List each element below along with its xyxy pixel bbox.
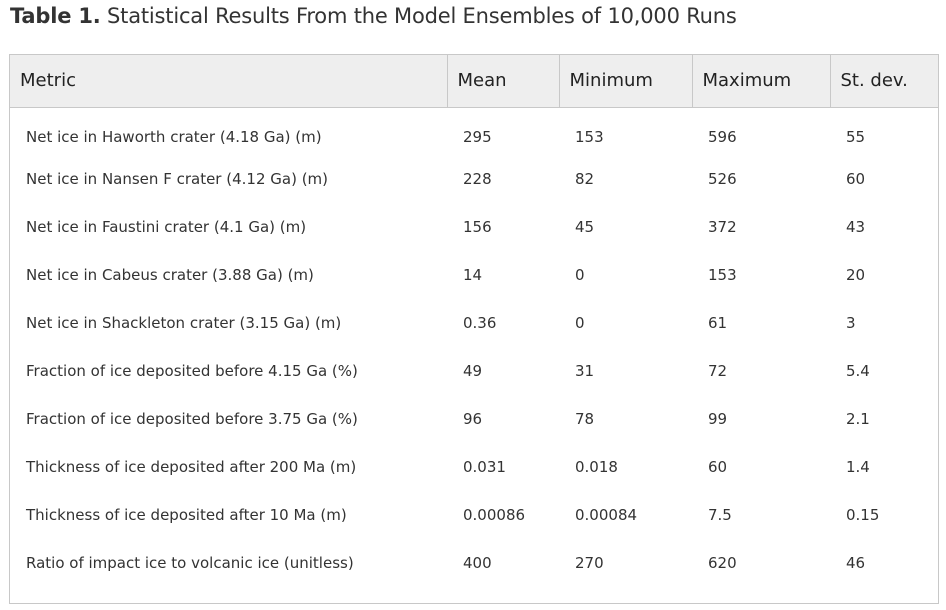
- results-table: Metric Mean Minimum Maximum St. dev. Net…: [10, 55, 938, 587]
- cell-st-dev: 43: [846, 218, 866, 236]
- cell-metric: Net ice in Shackleton crater (3.15 Ga) (…: [26, 314, 342, 332]
- cell-mean: 49: [463, 362, 483, 380]
- cell-maximum: 7.5: [708, 506, 732, 524]
- table-caption-label: Table 1.: [10, 4, 101, 28]
- cell-minimum: 0.018: [575, 458, 618, 476]
- cell-metric: Net ice in Faustini crater (4.1 Ga) (m): [26, 218, 307, 236]
- cell-metric: Net ice in Haworth crater (4.18 Ga) (m): [26, 128, 322, 147]
- cell-metric: Net ice in Cabeus crater (3.88 Ga) (m): [26, 266, 314, 284]
- cell-mean: 228: [463, 170, 492, 188]
- cell-metric: Thickness of ice deposited after 10 Ma (…: [26, 506, 347, 524]
- cell-minimum: 45: [575, 218, 595, 236]
- table-row: Fraction of ice deposited before 3.75 Ga…: [10, 395, 938, 443]
- cell-minimum: 0: [575, 314, 585, 332]
- cell-metric: Fraction of ice deposited before 3.75 Ga…: [26, 410, 358, 428]
- cell-minimum: 31: [575, 362, 595, 380]
- cell-maximum: 99: [708, 410, 728, 428]
- header-mean: Mean: [447, 55, 560, 108]
- cell-metric: Thickness of ice deposited after 200 Ma …: [26, 458, 357, 476]
- cell-maximum: 60: [708, 458, 728, 476]
- table-caption: Table 1. Statistical Results From the Mo…: [10, 4, 737, 28]
- header-metric: Metric: [10, 55, 448, 108]
- cell-maximum: 72: [708, 362, 728, 380]
- cell-mean: 0.031: [463, 458, 506, 476]
- cell-st-dev: 1.4: [846, 458, 870, 476]
- cell-st-dev: 3: [846, 314, 856, 332]
- cell-st-dev: 0.15: [846, 506, 880, 524]
- cell-maximum: 620: [708, 554, 737, 572]
- table-body: Net ice in Haworth crater (4.18 Ga) (m) 2…: [10, 107, 938, 587]
- cell-mean: 156: [463, 218, 492, 236]
- cell-minimum: 0.00084: [575, 506, 638, 524]
- cell-maximum: 596: [708, 128, 737, 147]
- table-row: Thickness of ice deposited after 10 Ma (…: [10, 491, 938, 539]
- cell-maximum: 153: [708, 266, 737, 284]
- cell-metric: Fraction of ice deposited before 4.15 Ga…: [26, 362, 358, 380]
- cell-mean: 0.00086: [463, 506, 526, 524]
- cell-maximum: 61: [708, 314, 728, 332]
- table-header: Metric Mean Minimum Maximum St. dev.: [10, 55, 938, 108]
- cell-st-dev: 5.4: [846, 362, 870, 380]
- header-row: Metric Mean Minimum Maximum St. dev.: [10, 55, 938, 108]
- cell-st-dev: 2.1: [846, 410, 870, 428]
- table-row: Net ice in Cabeus crater (3.88 Ga) (m) 14…: [10, 251, 938, 299]
- cell-metric: Net ice in Nansen F crater (4.12 Ga) (m): [26, 170, 329, 188]
- cell-st-dev: 46: [846, 554, 866, 572]
- cell-mean: 400: [463, 554, 492, 572]
- cell-mean: 295: [463, 128, 492, 147]
- table-row: Thickness of ice deposited after 200 Ma …: [10, 443, 938, 491]
- table-caption-text: Statistical Results From the Model Ensem…: [107, 4, 737, 28]
- table-row: Net ice in Haworth crater (4.18 Ga) (m) 2…: [10, 107, 938, 155]
- table-row: Ratio of impact ice to volcanic ice (uni…: [10, 539, 938, 587]
- cell-minimum: 82: [575, 170, 595, 188]
- results-table-container: Metric Mean Minimum Maximum St. dev. Net…: [9, 54, 939, 604]
- header-st-dev: St. dev.: [830, 55, 938, 108]
- cell-mean: 0.36: [463, 314, 497, 332]
- table-row: Net ice in Faustini crater (4.1 Ga) (m) 1…: [10, 203, 938, 251]
- cell-metric: Ratio of impact ice to volcanic ice (uni…: [26, 554, 354, 572]
- table-row: Net ice in Nansen F crater (4.12 Ga) (m)…: [10, 155, 938, 203]
- cell-minimum: 153: [575, 128, 604, 147]
- header-minimum: Minimum: [559, 55, 693, 108]
- cell-maximum: 526: [708, 170, 737, 188]
- table-row: Fraction of ice deposited before 4.15 Ga…: [10, 347, 938, 395]
- cell-st-dev: 20: [846, 266, 866, 284]
- cell-minimum: 78: [575, 410, 595, 428]
- cell-minimum: 270: [575, 554, 604, 572]
- header-maximum: Maximum: [692, 55, 831, 108]
- cell-st-dev: 55: [846, 128, 866, 147]
- cell-maximum: 372: [708, 218, 737, 236]
- cell-st-dev: 60: [846, 170, 866, 188]
- cell-mean: 96: [463, 410, 483, 428]
- cell-minimum: 0: [575, 266, 585, 284]
- table-row: Net ice in Shackleton crater (3.15 Ga) (…: [10, 299, 938, 347]
- cell-mean: 14: [463, 266, 483, 284]
